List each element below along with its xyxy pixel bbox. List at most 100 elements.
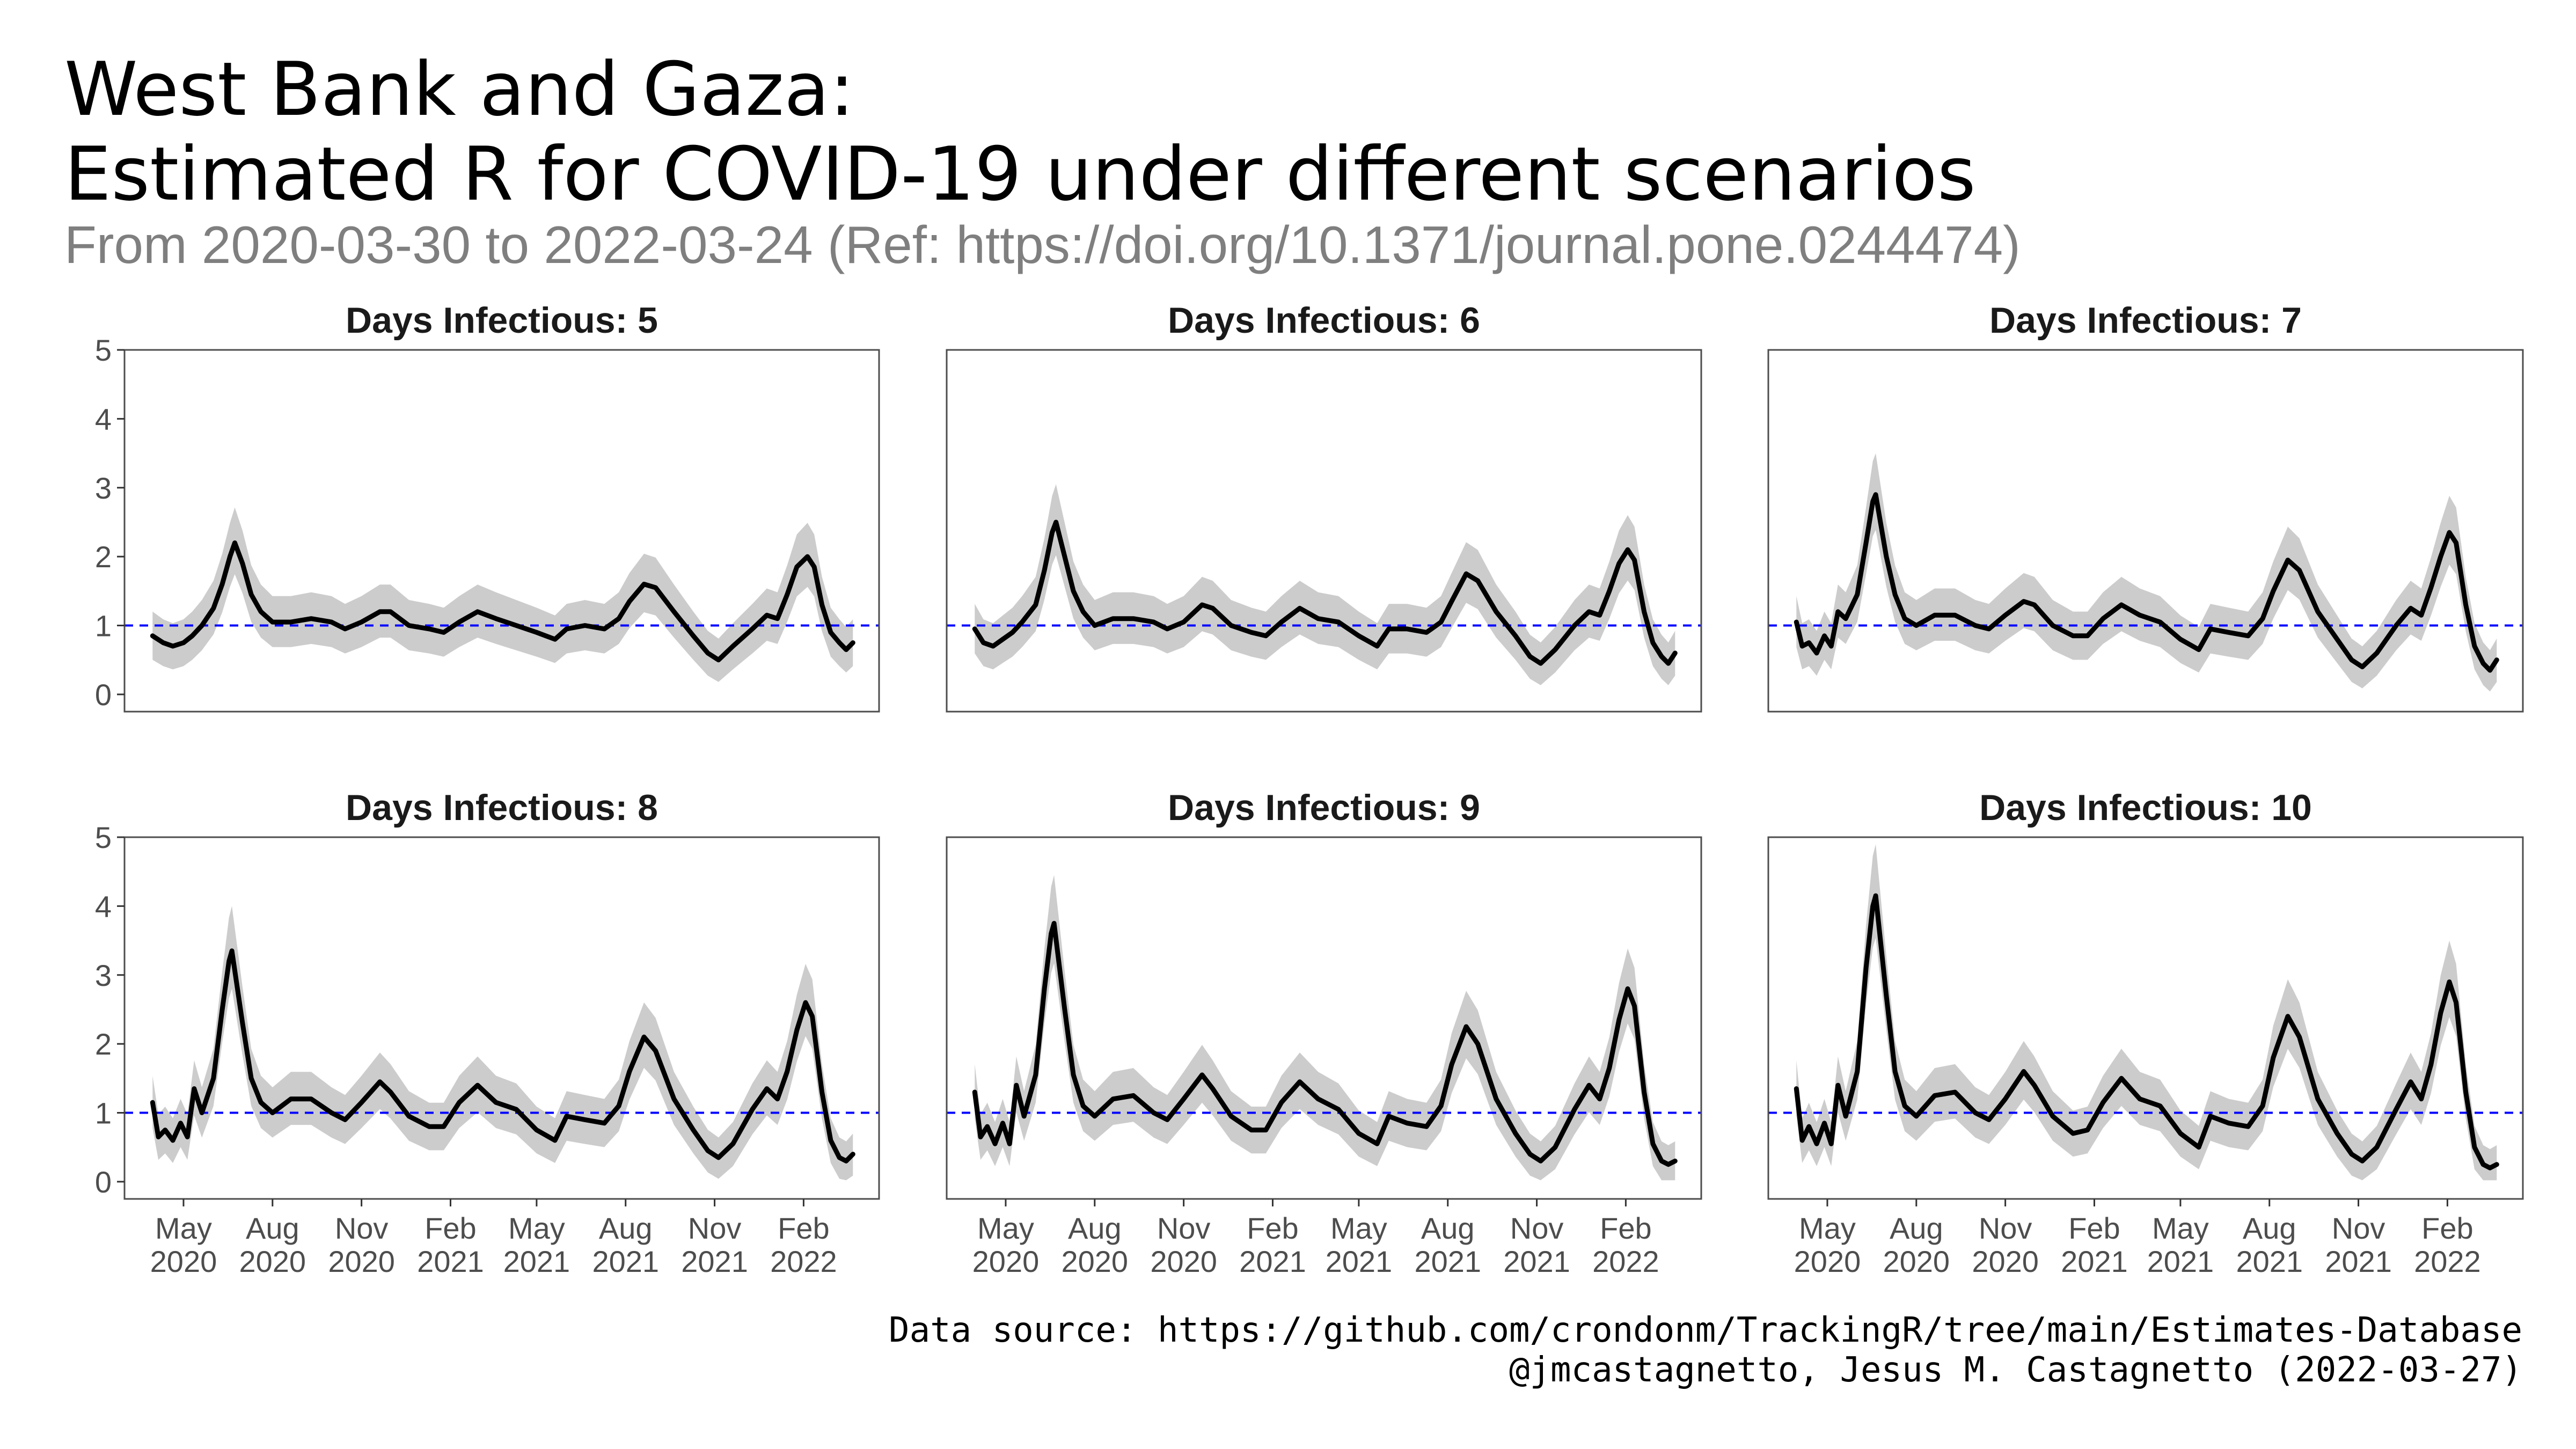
- x-tick-label-month: Feb: [1247, 1211, 1299, 1245]
- panel-border: [946, 349, 1702, 713]
- x-tick-label: Aug 2021: [1414, 1211, 1481, 1278]
- x-tick-label-month: Aug: [1890, 1211, 1943, 1245]
- x-tick-label-month: Aug: [246, 1211, 299, 1245]
- x-tick-label-year: 2021: [2236, 1245, 2303, 1278]
- x-tick-label-month: May: [1799, 1211, 1856, 1245]
- facet-panel-days-6: Days Infectious: 6: [946, 300, 1702, 713]
- x-tick-label-year: 2021: [503, 1245, 570, 1278]
- x-tick-label-year: 2021: [1503, 1245, 1570, 1278]
- x-tick-label: Nov 2021: [1503, 1211, 1570, 1278]
- x-tick-label-month: Nov: [1979, 1211, 2032, 1245]
- x-tick-label-month: Nov: [335, 1211, 389, 1245]
- confidence-band: [1796, 844, 2497, 1181]
- x-tick-label: Feb 2022: [2414, 1211, 2481, 1278]
- x-tick-label: May 2020: [150, 1211, 217, 1278]
- x-tick-label-month: Aug: [2243, 1211, 2296, 1245]
- x-tick-label: May 2021: [1326, 1211, 1393, 1278]
- panel-data-area: [125, 906, 879, 1181]
- x-tick-label: May 2020: [972, 1211, 1040, 1278]
- confidence-band: [152, 507, 853, 682]
- x-tick-label-year: 2021: [417, 1245, 484, 1278]
- panel-border: [123, 349, 880, 713]
- y-tick-label: 2: [95, 1027, 112, 1061]
- facet-title: Days Infectious: 8: [346, 787, 658, 828]
- r-estimate-line: [972, 519, 1678, 666]
- x-tick-label-month: Feb: [2068, 1211, 2120, 1245]
- x-tick-label-year: 2021: [1239, 1245, 1306, 1278]
- panel-data-area: [1768, 453, 2523, 692]
- x-tick-label-month: Nov: [1157, 1211, 1211, 1245]
- x-tick-label-year: 2022: [2414, 1245, 2481, 1278]
- x-tick-label: Nov 2020: [328, 1211, 395, 1278]
- y-tick-label: 4: [95, 402, 112, 436]
- facet-panel-days-7: Days Infectious: 7: [1767, 300, 2524, 713]
- x-tick-label: May 2020: [1794, 1211, 1861, 1278]
- r-estimate-line: [1794, 492, 2499, 673]
- panel-data-area: [947, 875, 1701, 1181]
- x-tick-label-year: 2020: [972, 1245, 1040, 1278]
- x-tick-label: Nov 2020: [1150, 1211, 1217, 1278]
- x-tick-label-year: 2022: [770, 1245, 837, 1278]
- facet-title: Days Infectious: 5: [346, 300, 658, 341]
- x-tick-label: Feb 2022: [1592, 1211, 1659, 1278]
- x-tick-label-month: Feb: [2421, 1211, 2473, 1245]
- x-tick-label: Nov 2021: [2325, 1211, 2392, 1278]
- x-tick-label-month: Nov: [1510, 1211, 1564, 1245]
- author-caption: @jmcastagnetto, Jesus M. Castagnetto (20…: [1509, 1350, 2522, 1390]
- confidence-band: [975, 484, 1675, 685]
- x-tick-label-month: May: [155, 1211, 212, 1245]
- confidence-band: [975, 875, 1675, 1181]
- facet-title: Days Infectious: 6: [1168, 300, 1480, 341]
- x-tick-label-month: May: [977, 1211, 1034, 1245]
- x-tick-label: Aug 2020: [1062, 1211, 1129, 1278]
- x-tick-label: Aug 2020: [1883, 1211, 1950, 1278]
- x-tick-label: Aug 2021: [2236, 1211, 2303, 1278]
- chart-title-line1: West Bank and Gaza:: [64, 46, 855, 133]
- y-tick-label: 1: [95, 1096, 112, 1130]
- chart-subtitle: From 2020-03-30 to 2022-03-24 (Ref: http…: [64, 215, 2021, 274]
- x-tick-label: May 2021: [2147, 1211, 2214, 1278]
- y-tick-label: 5: [95, 333, 112, 367]
- x-tick-label-month: Aug: [599, 1211, 653, 1245]
- x-tick-label-month: Aug: [1421, 1211, 1475, 1245]
- facet-title: Days Infectious: 7: [1989, 300, 2302, 341]
- x-tick-label-year: 2021: [2147, 1245, 2214, 1278]
- chart-title: West Bank and Gaza: Estimated R for COVI…: [64, 47, 1976, 217]
- panel-border: [946, 836, 1702, 1200]
- x-tick-label-year: 2021: [2061, 1245, 2128, 1278]
- panel-border: [1767, 349, 2524, 713]
- panel-data-area: [1768, 844, 2523, 1181]
- x-tick-label-year: 2020: [328, 1245, 395, 1278]
- panel-data-area: [125, 507, 879, 682]
- y-tick-label: 3: [95, 958, 112, 992]
- x-tick-label-year: 2021: [2325, 1245, 2392, 1278]
- x-tick-label: May 2021: [503, 1211, 570, 1278]
- x-tick-label-year: 2021: [681, 1245, 748, 1278]
- facet-title: Days Infectious: 9: [1168, 787, 1480, 828]
- facet-panel-days-5: Days Infectious: 5 0 1 2 3 4 5: [95, 300, 880, 713]
- x-tick-label-month: Feb: [778, 1211, 830, 1245]
- x-tick-label-month: Nov: [688, 1211, 742, 1245]
- x-tick-label-year: 2021: [1414, 1245, 1481, 1278]
- x-tick-label-year: 2022: [1592, 1245, 1659, 1278]
- y-tick-label: 0: [95, 1165, 112, 1199]
- x-tick-label: Nov 2021: [681, 1211, 748, 1278]
- x-tick-label-month: Nov: [2332, 1211, 2385, 1245]
- y-tick-label: 3: [95, 471, 112, 505]
- x-tick-label-month: Feb: [425, 1211, 477, 1245]
- x-tick-label: Nov 2020: [1972, 1211, 2039, 1278]
- x-tick-label-year: 2020: [1883, 1245, 1950, 1278]
- y-tick-label: 5: [95, 821, 112, 854]
- panel-border: [1767, 836, 2524, 1200]
- r-estimate-line: [150, 948, 855, 1163]
- y-tick-label: 1: [95, 609, 112, 643]
- y-tick-label: 4: [95, 889, 112, 923]
- data-source-caption: Data source: https://github.com/crondonm…: [889, 1311, 2522, 1350]
- x-tick-label: Aug 2021: [592, 1211, 659, 1278]
- x-tick-label-month: May: [508, 1211, 565, 1245]
- r-estimate-line: [972, 921, 1678, 1167]
- x-tick-label: Feb 2021: [2061, 1211, 2128, 1278]
